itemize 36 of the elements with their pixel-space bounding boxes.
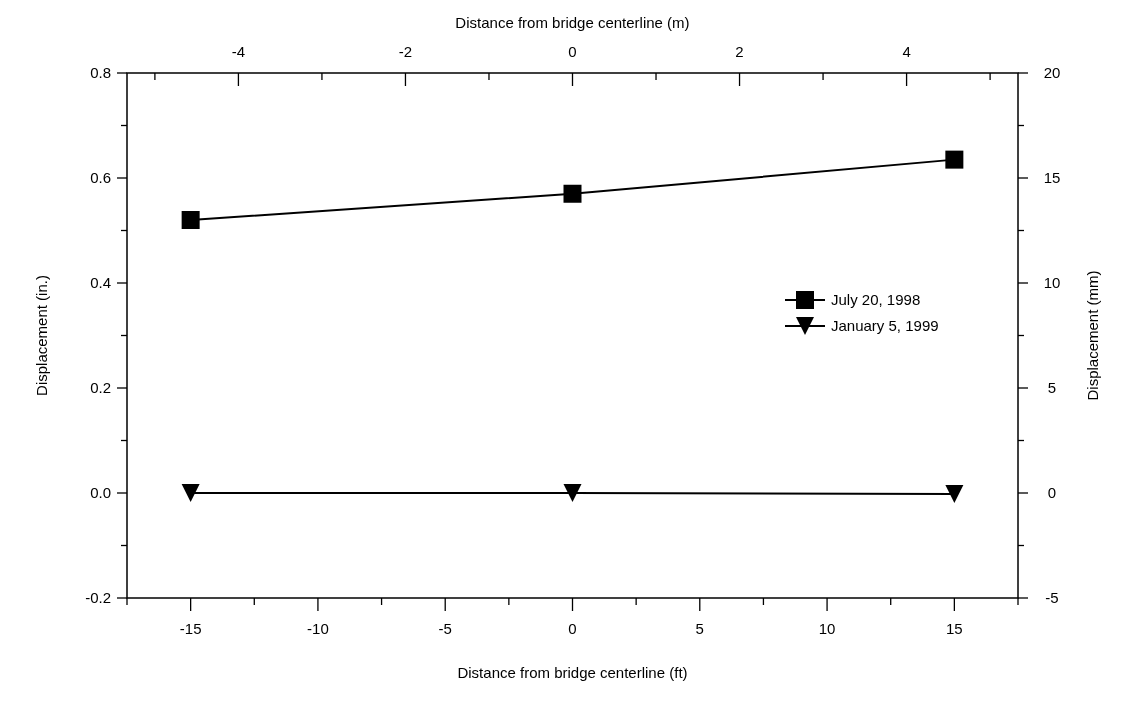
x2-tick-label: 4 [902,43,911,60]
x-tick-label: 0 [568,620,577,637]
x-tick-label: 10 [818,620,836,637]
y2-tick-label: 0 [1047,484,1057,501]
y2-axis-title: Displacement (mm) [1084,270,1101,401]
x-axis-title: Distance from bridge centerline (ft) [457,664,688,681]
x-tick-label: 15 [946,620,963,637]
y-tick-label: 0.0 [90,484,111,501]
y2-tick-label: -5 [1045,589,1059,606]
y2-tick-label: 20 [1043,64,1061,81]
y-tick-label: 0.6 [90,169,111,186]
y-tick-label: 0.2 [90,379,111,396]
x2-tick-label: -4 [231,43,246,60]
point [181,484,200,502]
point [945,485,964,504]
point [945,150,964,169]
point [563,184,582,203]
y2-tick-label: 15 [1043,169,1061,186]
x2-tick-label: 2 [735,43,744,60]
x-tick-label: -5 [438,620,452,637]
point [563,484,582,502]
y-tick-label: -0.2 [85,589,111,606]
x-tick-label: -10 [307,620,329,637]
y-tick-label: 0.4 [90,274,111,291]
y2-tick-label: 10 [1043,274,1061,291]
x2-tick-label: 0 [568,43,577,60]
x2-axis-title: Distance from bridge centerline (m) [455,14,690,31]
legend-label: January 5, 1999 [831,317,939,334]
x-tick-label: -15 [179,620,202,637]
legend-label: July 20, 1998 [831,291,921,308]
y2-tick-label: 5 [1047,379,1057,396]
x2-tick-label: -2 [398,43,413,60]
point [181,211,200,229]
y-tick-label: 0.8 [90,64,111,81]
y-axis-title: Displacement (in.) [33,275,50,396]
x-tick-label: 5 [695,620,704,637]
